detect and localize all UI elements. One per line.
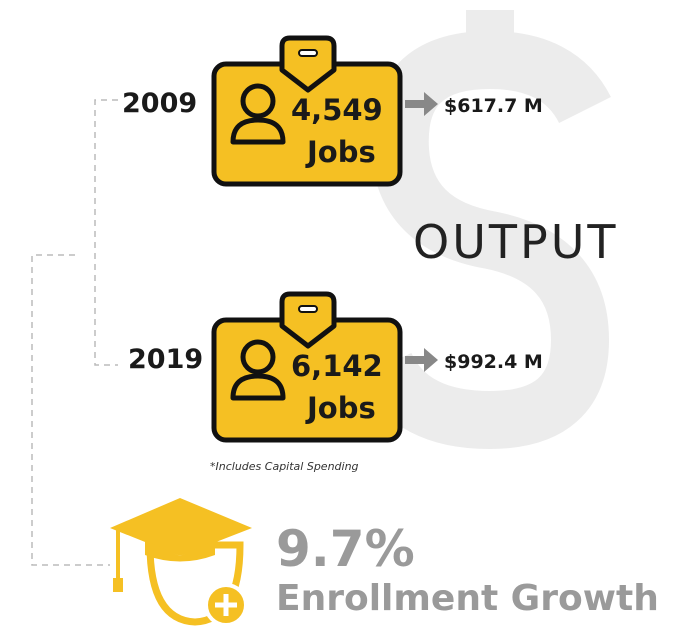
output-value: $617.7 M <box>444 95 543 117</box>
person-head <box>240 339 276 375</box>
year: 2019 <box>128 344 203 375</box>
arrow <box>405 92 438 116</box>
job-row: 2019 6,142 Jobs $992.4 M <box>128 291 543 443</box>
jobs-label: Jobs <box>305 135 376 169</box>
arrow <box>405 348 438 372</box>
person-head <box>240 83 276 119</box>
output-value: $992.4 M <box>444 351 543 373</box>
jobs-count: 4,549 <box>291 93 383 127</box>
badge-slot <box>298 49 318 57</box>
jobs-label: Jobs <box>305 391 376 425</box>
person-body <box>230 117 286 145</box>
year: 2009 <box>122 88 197 119</box>
badge-tab <box>279 35 337 93</box>
output-label: OUTPUT <box>413 215 618 269</box>
connector <box>31 99 118 566</box>
jobs-count: 6,142 <box>291 349 383 383</box>
job-row: 2009 4,549 Jobs $617.7 M <box>122 35 543 187</box>
growth-value: 9.7% <box>276 520 415 578</box>
growth-label: Enrollment Growth <box>276 578 659 619</box>
badge-tab <box>279 291 337 349</box>
badge-slot <box>298 305 318 313</box>
dollar-icon <box>358 10 611 450</box>
footnote: *Includes Capital Spending <box>210 460 359 473</box>
person-body <box>230 373 286 401</box>
graduate-icon <box>110 498 252 627</box>
